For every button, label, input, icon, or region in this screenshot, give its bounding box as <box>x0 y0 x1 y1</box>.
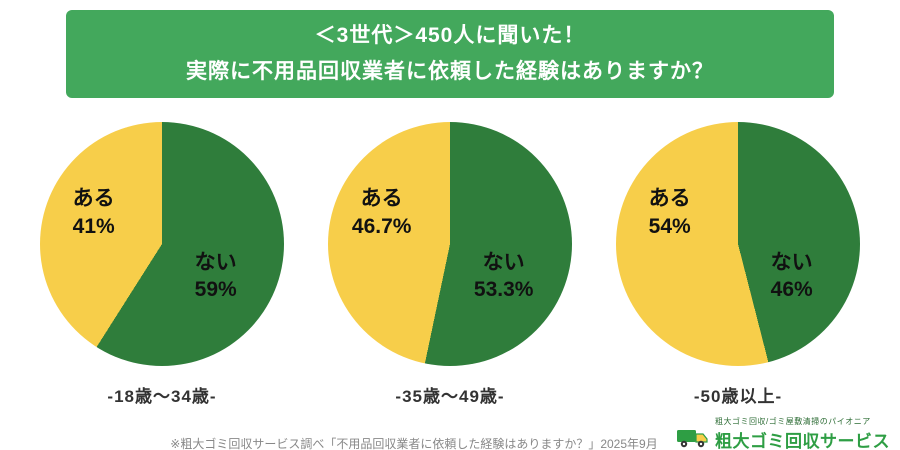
chart-col-50plus: ある 54% ない 46% -50歳以上- <box>594 122 882 407</box>
brand-logo: 粗大ゴミ回収/ゴミ屋敷清掃のパイオニア 粗大ゴミ回収サービス <box>676 416 890 450</box>
no-label-text: ない <box>482 250 525 274</box>
pie-chart-18-34: ある 41% ない 59% <box>40 122 284 366</box>
pie-chart-50plus: ある 54% ない 46% <box>616 122 860 366</box>
pie-label-no: ない 46% <box>738 249 845 304</box>
pie-label-yes: ある 54% <box>621 185 719 240</box>
source-note: ※粗大ゴミ回収サービス調べ「不用品回収業者に依頼した経験はありますか？」2025… <box>170 437 658 450</box>
charts-row: ある 41% ない 59% -18歳〜34歳- ある 46.7% ない 53.3… <box>0 122 900 407</box>
no-label-text: ない <box>194 250 237 274</box>
yes-value-text: 41% <box>72 214 115 238</box>
pie-label-no: ない 59% <box>162 249 269 304</box>
yes-value-text: 54% <box>648 214 691 238</box>
age-group-label: -35歳〜49歳- <box>395 387 505 406</box>
pie-label-yes: ある 41% <box>45 185 143 240</box>
age-group-label: -50歳以上- <box>693 387 783 406</box>
yes-value-text: 46.7% <box>351 214 412 238</box>
pie-label-no: ない 53.3% <box>450 249 557 304</box>
yes-label-text: ある <box>648 187 691 211</box>
yes-label-text: ある <box>360 187 403 211</box>
header-title-line2: 実際に不用品回収業者に依頼した経験はありますか？ <box>186 60 714 83</box>
yes-label-text: ある <box>72 187 115 211</box>
no-value-text: 53.3% <box>473 278 534 302</box>
header-title-line1: ＜3世代＞450人に聞いた！ <box>314 24 586 48</box>
no-label-text: ない <box>770 250 813 274</box>
truck-icon <box>676 425 710 450</box>
brand-tagline: 粗大ゴミ回収/ゴミ屋敷清掃のパイオニア <box>715 417 871 426</box>
header-banner: ＜3世代＞450人に聞いた！ 実際に不用品回収業者に依頼した経験はありますか？ <box>66 10 834 98</box>
pie-label-yes: ある 46.7% <box>333 185 431 240</box>
footer: ※粗大ゴミ回収サービス調べ「不用品回収業者に依頼した経験はありますか？」2025… <box>0 414 900 450</box>
age-group-label: -18歳〜34歳- <box>107 387 217 406</box>
pie-chart-35-49: ある 46.7% ない 53.3% <box>328 122 572 366</box>
brand-text: 粗大ゴミ回収/ゴミ屋敷清掃のパイオニア 粗大ゴミ回収サービス <box>715 416 890 450</box>
chart-col-35-49: ある 46.7% ない 53.3% -35歳〜49歳- <box>306 122 594 407</box>
no-value-text: 59% <box>194 278 237 302</box>
no-value-text: 46% <box>770 278 813 302</box>
chart-col-18-34: ある 41% ない 59% -18歳〜34歳- <box>18 122 306 407</box>
brand-name: 粗大ゴミ回収サービス <box>715 432 890 450</box>
